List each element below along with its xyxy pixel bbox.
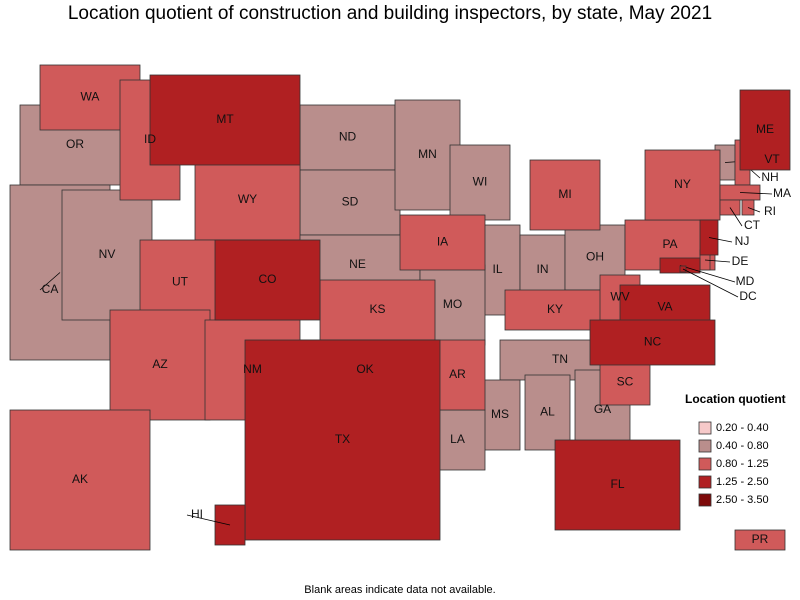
- state-label: AZ: [152, 357, 167, 371]
- state-shape: [479, 379, 521, 451]
- legend-label: 0.80 - 1.25: [716, 458, 769, 470]
- state-label: NE: [349, 257, 366, 271]
- state-shape: [554, 439, 681, 531]
- state-shape: [244, 339, 441, 541]
- state-label: AK: [72, 472, 88, 486]
- state-label: AR: [449, 367, 466, 381]
- legend-swatch: [698, 493, 712, 507]
- state-shape: [149, 74, 301, 166]
- state-label: RI: [764, 204, 776, 218]
- state-label: CT: [744, 218, 761, 232]
- state-label: MT: [216, 112, 234, 126]
- state-label: OK: [356, 362, 373, 376]
- state-shape: [734, 529, 786, 551]
- state-label: WV: [610, 290, 629, 304]
- state-label: IN: [537, 262, 549, 276]
- state-label: TX: [335, 432, 350, 446]
- state-label: WI: [473, 175, 488, 189]
- state-label: OR: [66, 137, 84, 151]
- state-label: NY: [674, 177, 691, 191]
- state-layer: OR CA NV ND SD NE MN WI IL IN OH MO TN MS AL GA LA VT WA ID…: [9, 64, 791, 551]
- legend-swatch: [698, 457, 712, 471]
- state-shape: [449, 144, 511, 221]
- leader-line: [739, 192, 773, 195]
- state-shape: [399, 214, 486, 271]
- leader-line: [679, 265, 736, 283]
- legend-label: 0.20 - 0.40: [716, 422, 769, 434]
- leader-line: [39, 272, 61, 291]
- state-label: ND: [339, 130, 357, 144]
- state-label: LA: [450, 432, 465, 446]
- leader-line: [704, 259, 731, 263]
- state-label: SC: [617, 375, 634, 389]
- state-label: AL: [540, 405, 555, 419]
- state-label: MO: [443, 297, 462, 311]
- state-label: HI: [191, 507, 203, 521]
- state-label: CO: [259, 272, 277, 286]
- state-label: MA: [773, 186, 791, 200]
- state-shape: [9, 409, 151, 551]
- state-label: DC: [739, 289, 757, 303]
- state-shape: [524, 374, 571, 451]
- state-label: MD: [736, 274, 755, 288]
- leader-line: [729, 207, 743, 227]
- leader-line: [747, 207, 761, 213]
- legend-swatch: [698, 475, 712, 489]
- state-label: NH: [761, 170, 778, 184]
- state-label: NC: [644, 335, 662, 349]
- state-shape: [739, 89, 791, 171]
- legend-label: 0.40 - 0.80: [716, 440, 769, 452]
- state-label: MI: [558, 187, 571, 201]
- state-label: CA: [42, 282, 59, 296]
- state-label: FL: [610, 477, 624, 491]
- state-label: PR: [752, 532, 769, 546]
- state-shape: [214, 239, 321, 321]
- legend-label: 2.50 - 3.50: [716, 494, 769, 506]
- state-label: GA: [594, 402, 611, 416]
- state-shape: [589, 319, 716, 366]
- legend-label: 1.25 - 2.50: [716, 476, 769, 488]
- state-label: NJ: [735, 234, 750, 248]
- legend-swatch: [698, 439, 712, 453]
- state-label: TN: [552, 352, 568, 366]
- state-label: WA: [81, 90, 100, 104]
- state-label: WY: [238, 192, 257, 206]
- state-label: NM: [243, 362, 262, 376]
- state-label: NV: [99, 247, 116, 261]
- leader-line: [186, 514, 231, 526]
- state-label: MN: [418, 147, 437, 161]
- state-label: MS: [491, 407, 509, 421]
- legend-swatch: [698, 421, 712, 435]
- state-shape: [109, 309, 211, 421]
- state-shape: [194, 159, 301, 241]
- state-shape: [504, 289, 606, 331]
- state-label: PA: [662, 237, 677, 251]
- state-label: ID: [144, 132, 156, 146]
- state-label: KS: [369, 302, 385, 316]
- state-shape: [599, 359, 651, 406]
- state-shape: [529, 159, 601, 231]
- state-label: VT: [764, 152, 780, 166]
- state-label: UT: [172, 275, 189, 289]
- state-label: IL: [492, 262, 502, 276]
- leader-line: [682, 268, 739, 298]
- state-label: DE: [732, 254, 749, 268]
- leader-line: [708, 237, 733, 243]
- footnote: Blank areas indicate data not available.: [304, 584, 495, 596]
- map-title: Location quotient of construction and bu…: [68, 3, 712, 24]
- state-shape: [61, 189, 153, 321]
- state-label: VA: [657, 300, 672, 314]
- state-label: IA: [437, 235, 448, 249]
- state-label: KY: [547, 302, 563, 316]
- legend: 0.20 - 0.40 0.40 - 0.80 0.80 - 1.25 1.25 - …: [698, 421, 769, 507]
- state-label: OH: [586, 250, 604, 264]
- state-shape: [319, 279, 436, 341]
- state-label: SD: [342, 195, 359, 209]
- legend-title: Location quotient: [685, 392, 786, 406]
- state-label: ME: [756, 122, 774, 136]
